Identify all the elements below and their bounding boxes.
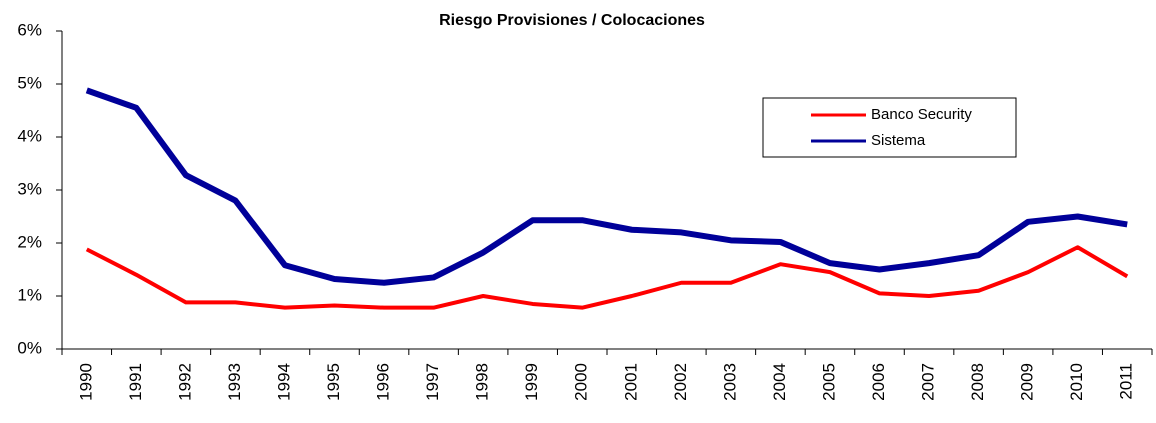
x-tick-label: 2009	[1018, 363, 1037, 401]
y-tick-label: 0%	[17, 338, 42, 357]
x-tick-label: 2001	[621, 363, 640, 401]
x-tick-label: 2003	[720, 363, 739, 401]
x-tick-label: 2000	[572, 363, 591, 401]
x-tick-label: 2004	[770, 363, 789, 401]
line-series	[85, 245, 1129, 310]
x-tick-label: 1995	[324, 363, 343, 401]
x-tick-label: 2002	[671, 363, 690, 401]
x-tick-label: 1999	[522, 363, 541, 401]
legend-box	[762, 97, 1017, 158]
x-tick-label: 1996	[374, 363, 393, 401]
legend-label: Sistema	[871, 132, 926, 149]
x-tick-label: 2007	[919, 363, 938, 401]
chart-title: Riesgo Provisiones / Colocaciones	[439, 12, 705, 29]
x-tick-label: 1998	[473, 363, 492, 401]
y-tick-label: 1%	[17, 285, 42, 304]
x-tick-label: 1992	[175, 363, 194, 401]
x-tick-label: 1994	[274, 363, 293, 401]
y-tick-label: 4%	[17, 126, 42, 145]
x-tick-label: 1993	[225, 363, 244, 401]
x-tick-label: 2006	[869, 363, 888, 401]
y-tick-label: 5%	[17, 73, 42, 92]
x-tick-label: 1997	[423, 363, 442, 401]
line-series	[85, 87, 1128, 286]
x-tick-label: 2008	[968, 363, 987, 401]
x-tick-label: 2011	[1117, 363, 1136, 400]
legend-label: Banco Security	[871, 106, 972, 123]
y-tick-label: 6%	[17, 20, 42, 39]
x-tick-label: 2010	[1067, 363, 1086, 401]
y-tick-label: 3%	[17, 179, 42, 198]
x-tick-label: 1991	[126, 363, 145, 401]
x-tick-label: 1990	[76, 363, 95, 401]
x-tick-label: 2005	[819, 363, 838, 401]
y-tick-label: 2%	[17, 232, 42, 251]
